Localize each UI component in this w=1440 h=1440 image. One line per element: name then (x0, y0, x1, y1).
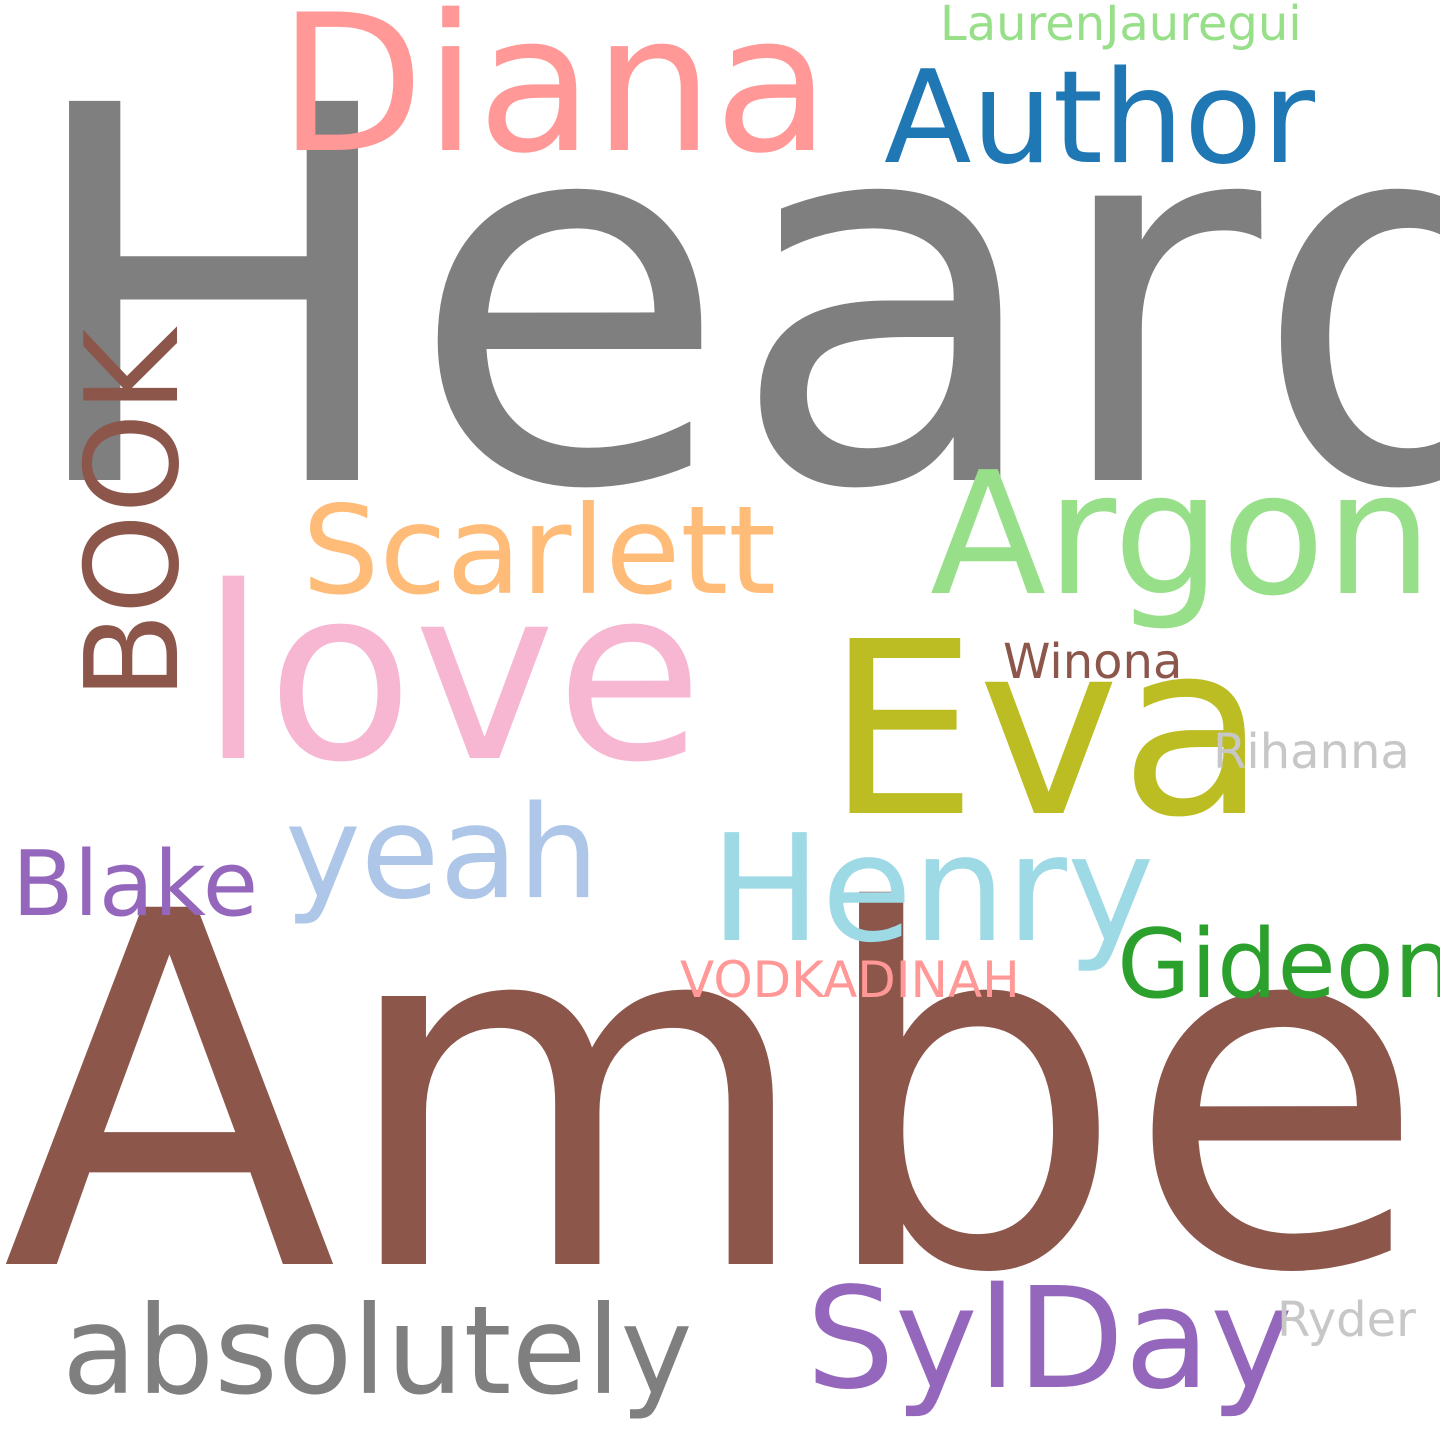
word-heard: Heard (18, 0, 1440, 603)
word-winona: Winona (1003, 634, 1183, 690)
word-author: Author (884, 44, 1315, 193)
word-book: BOOK (59, 329, 208, 700)
word-gideon: Gideon (1117, 910, 1440, 1020)
word-sylday: SylDay (806, 1258, 1294, 1421)
word-henry: Henry (710, 803, 1155, 975)
word-ryder: Ryder (1277, 1292, 1416, 1348)
word-scarlett: Scarlett (302, 480, 777, 622)
word-eva: Eva (826, 590, 1267, 870)
word-rihanna: Rihanna (1213, 724, 1410, 780)
word-laurenjauregui: LaurenJauregui (940, 0, 1302, 52)
word-yeah: yeah (285, 779, 600, 928)
word-diana: Diana (278, 0, 831, 195)
word-argon: Argon (930, 436, 1433, 634)
word-blake: Blake (12, 832, 259, 937)
word-love: love (200, 535, 704, 815)
word-absolutely: absolutely (62, 1280, 693, 1422)
word-amber: Amber (2, 809, 1440, 1380)
word-vodkadinah: VODKADINAH (680, 951, 1020, 1009)
